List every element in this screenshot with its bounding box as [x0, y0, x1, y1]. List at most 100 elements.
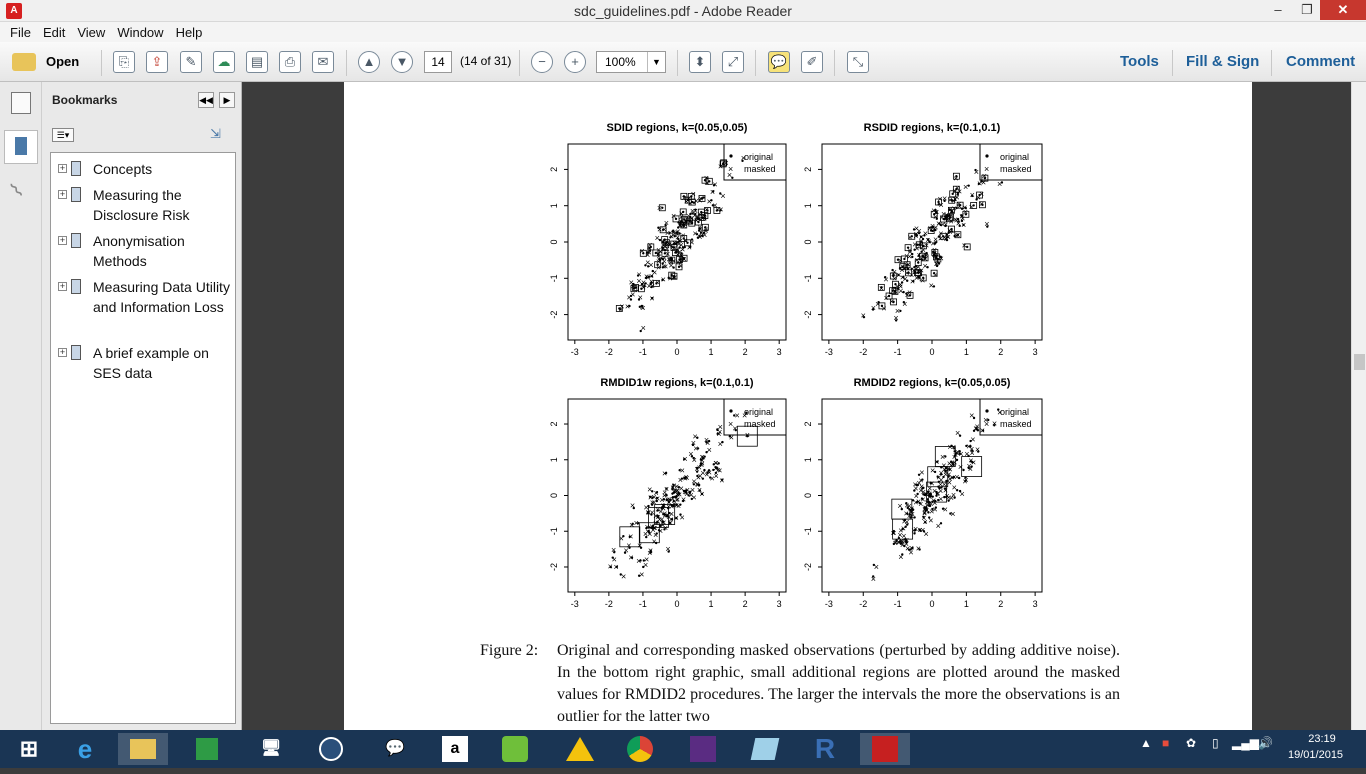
tex-editor-icon[interactable] — [678, 733, 728, 765]
export-pdf-icon[interactable]: ⇪ — [146, 51, 168, 73]
open-button[interactable]: Open — [46, 54, 80, 69]
original-point — [931, 495, 934, 498]
original-point — [965, 444, 968, 448]
bookmark-icon — [71, 345, 81, 360]
messenger-icon[interactable]: 💬 — [385, 740, 405, 757]
remote-desktop-icon[interactable]: 🖥 — [260, 740, 282, 757]
google-drive-icon[interactable] — [555, 733, 605, 765]
options-menu-icon[interactable]: ☰▾ — [52, 128, 74, 142]
original-point — [682, 237, 685, 240]
vertical-scrollbar[interactable] — [1351, 82, 1366, 730]
show-hidden-icons-icon[interactable]: ▲ — [1140, 736, 1152, 750]
zoom-select[interactable]: 100% ▼ — [596, 51, 666, 73]
original-point — [664, 223, 667, 227]
original-point — [721, 162, 725, 166]
print-icon[interactable]: ⎙ — [279, 51, 301, 73]
y-tick-label: 2 — [549, 422, 559, 427]
original-point — [690, 497, 694, 501]
wifi-icon[interactable]: ▂▄▆ — [1232, 736, 1259, 750]
fill-sign-pane-button[interactable]: Fill & Sign — [1186, 53, 1260, 70]
masked-point: × — [644, 502, 649, 512]
clock-date[interactable]: 19/01/2015 — [1288, 749, 1344, 761]
original-point — [629, 298, 633, 301]
volume-icon[interactable]: 🔊 — [1258, 736, 1273, 750]
menu-help[interactable]: Help — [175, 25, 203, 40]
original-point — [883, 275, 887, 279]
original-point — [943, 199, 946, 203]
close-button[interactable]: ✕ — [1320, 0, 1366, 20]
masked-point: × — [713, 463, 718, 473]
masked-point: × — [681, 495, 686, 505]
original-point — [672, 483, 675, 487]
original-point — [639, 559, 642, 562]
next-page-icon[interactable]: ▼ — [391, 51, 413, 73]
save-icon[interactable]: ▤ — [246, 51, 268, 73]
masked-point: × — [658, 246, 663, 256]
minimize-button[interactable]: – — [1274, 2, 1282, 17]
menu-file[interactable]: File — [10, 25, 31, 40]
zoom-in-icon[interactable]: + — [564, 51, 586, 73]
expand-panel-icon[interactable]: ▶ — [219, 92, 235, 108]
comment-icon[interactable]: 💬 — [768, 51, 790, 73]
upload-cloud-icon[interactable]: ☁ — [213, 51, 235, 73]
scrollbar-thumb[interactable] — [1354, 354, 1365, 370]
original-point — [924, 521, 927, 524]
collapse-panel-icon[interactable]: ◀◀ — [198, 92, 214, 108]
masked-point: × — [922, 251, 927, 261]
masked-point: × — [665, 494, 670, 504]
original-point — [942, 235, 945, 238]
adobe-reader-taskbar-icon[interactable] — [860, 733, 910, 765]
legend-original-label: original — [1000, 407, 1029, 417]
expand-icon[interactable]: + — [58, 347, 67, 357]
fit-page-icon[interactable]: ⬍ — [689, 51, 711, 73]
tools-pane-button[interactable]: Tools — [1120, 53, 1159, 70]
clock-time[interactable]: 23:19 — [1308, 733, 1336, 745]
original-point — [696, 436, 699, 439]
email-icon[interactable]: ✉ — [312, 51, 334, 73]
previous-page-icon[interactable]: ▲ — [358, 51, 380, 73]
start-button[interactable]: ⊞ — [19, 736, 39, 761]
edit-pdf-icon[interactable]: ✎ — [180, 51, 202, 73]
original-point — [698, 227, 701, 230]
fit-width-icon[interactable]: ⤢ — [722, 51, 744, 73]
original-point — [862, 315, 866, 319]
bookmarks-tab[interactable] — [4, 130, 38, 164]
menu-edit[interactable]: Edit — [42, 25, 66, 40]
maximize-button[interactable]: ❐ — [1301, 2, 1313, 17]
chrome-icon[interactable] — [615, 733, 665, 765]
open-folder-icon[interactable] — [12, 53, 36, 71]
masked-point: × — [647, 240, 652, 250]
page-number-input[interactable]: 14 — [424, 51, 452, 73]
expand-icon[interactable]: + — [58, 235, 67, 245]
tray-network-app-icon[interactable]: ✿ — [1186, 736, 1197, 750]
masked-point: × — [703, 226, 708, 236]
zoom-out-icon[interactable]: − — [531, 51, 553, 73]
masked-point: × — [668, 255, 673, 265]
find-bookmark-icon[interactable]: ⇲ — [210, 126, 221, 141]
expand-icon[interactable]: + — [58, 189, 67, 199]
tray-app-icon[interactable]: ■ — [1162, 736, 1170, 750]
menu-view[interactable]: View — [77, 25, 106, 40]
menu-window[interactable]: Window — [117, 25, 164, 40]
page-thumbnails-icon[interactable] — [11, 92, 31, 114]
original-point — [972, 204, 975, 207]
full-screen-icon[interactable]: ⤡ — [847, 51, 869, 73]
battery-icon[interactable]: ▯ — [1212, 736, 1219, 750]
expand-icon[interactable]: + — [58, 163, 67, 173]
evernote-icon[interactable] — [490, 733, 540, 765]
create-pdf-icon[interactable]: ⎘ — [113, 51, 135, 73]
comment-pane-button[interactable]: Comment — [1286, 53, 1356, 70]
highlight-icon[interactable]: ✐ — [801, 51, 823, 73]
original-point — [902, 290, 905, 294]
internet-explorer-icon[interactable]: e — [77, 734, 93, 764]
masked-point: × — [653, 511, 658, 521]
notes-icon[interactable] — [740, 733, 790, 765]
masked-point: × — [922, 505, 927, 515]
chevron-down-icon[interactable]: ▼ — [647, 52, 665, 72]
expand-icon[interactable]: + — [58, 281, 67, 291]
file-explorer-icon[interactable] — [118, 733, 168, 765]
calculator-icon[interactable] — [306, 733, 356, 765]
store-icon[interactable] — [182, 733, 232, 765]
r-icon[interactable]: R — [814, 733, 836, 764]
amazon-icon[interactable]: a — [430, 733, 480, 765]
